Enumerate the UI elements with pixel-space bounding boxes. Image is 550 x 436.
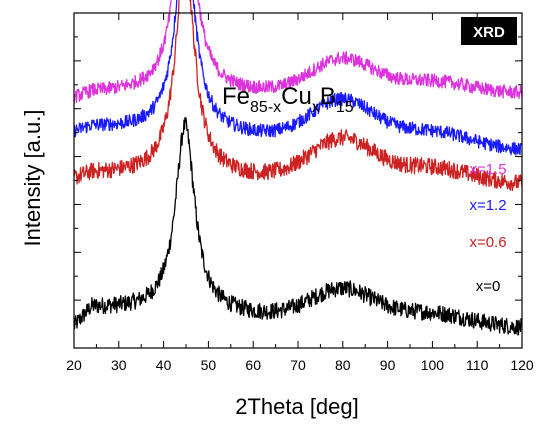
series-label-x-0: x=0 [476,278,501,295]
xrd-badge: XRD [461,17,517,45]
xrd-badge-box [461,17,517,45]
x-tick-label: 50 [201,357,217,373]
series-label-x-1-2: x=1.2 [469,197,506,214]
series-line-x-1-5 [73,0,523,104]
x-tick-label: 60 [245,357,261,373]
x-tick-label: 30 [111,357,127,373]
formula-cu: Cu [281,83,312,110]
formula-fe: Fe [222,83,250,110]
formula-sub-15: 15 [336,99,354,116]
chart-formula: Fe85-xCuxB15 [222,83,354,116]
plot-layer: x=0 x=0.6 x=1.2 x=1.5 [73,0,523,336]
x-tick-label: 20 [66,357,82,373]
formula-sub-85x: 85-x [250,99,281,116]
y-axis-label: Intensity [a.u.] [20,110,45,247]
x-axis-label: 2Theta [deg] [235,394,359,419]
x-tick-label: 120 [510,357,534,373]
x-tick-label: 40 [156,357,172,373]
series-line-x-1-2 [73,0,523,156]
formula-sub-x: x [312,99,320,116]
formula-b: B [320,83,336,110]
xrd-badge-label: XRD [473,24,505,41]
x-tick-label: 90 [380,357,396,373]
x-tick-label: 110 [466,357,489,373]
x-tick-label: 70 [290,357,306,373]
series-label-x-1-5: x=1.5 [469,161,506,178]
series-line-x-0-6 [73,0,523,191]
x-tick-label: 80 [335,357,351,373]
tick-layer: 20 30 40 50 60 70 80 90 100 110 120 [66,13,534,373]
series-line-x-0 [73,116,523,336]
series-label-x-0-6: x=0.6 [469,234,506,251]
x-tick-label: 100 [421,357,445,373]
